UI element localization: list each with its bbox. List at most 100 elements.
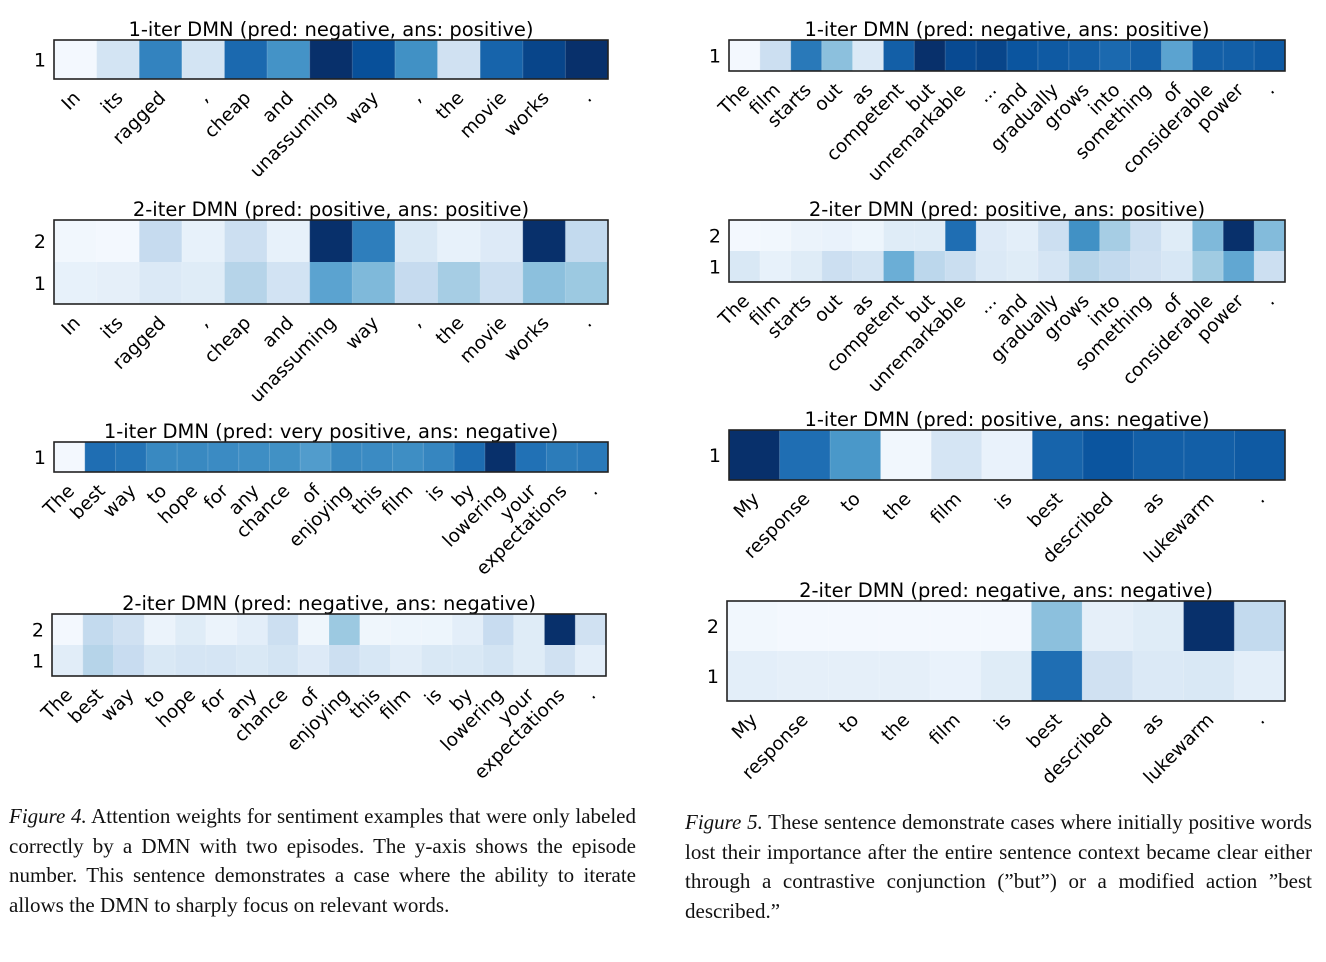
heatmap-frame [53,39,609,80]
heatmap-cell [880,430,932,481]
y-tick-label: 1 [709,445,721,467]
x-tick-label: , [407,313,426,332]
x-tick-label: this [348,481,387,520]
heatmap-svg: 1-iter DMN (pred: very positive, ans: ne… [34,420,609,580]
heatmap-cell [359,614,392,646]
heatmap-cell [1037,251,1070,283]
heatmap-cell [777,601,829,652]
heatmap-cell [830,430,882,481]
y-tick-label: 1 [709,46,721,68]
heatmap-svg: 2-iter DMN (pred: positive, ans: positiv… [34,198,609,407]
heatmap-cell [267,40,311,80]
heatmap-cell [879,601,931,652]
heatmap-cell [177,442,209,473]
x-tick-label: . [1260,80,1279,99]
heatmap-cell [205,614,238,646]
heatmap-cell [929,651,982,702]
heatmap-cell [852,220,884,252]
heatmap-svg: 1-iter DMN (pred: negative, ans: positiv… [34,18,609,182]
x-tick-label: My [728,710,762,744]
x-tick-label: to [837,489,865,517]
y-tick-label: 1 [34,50,46,72]
x-tick-label: out [810,291,846,327]
y-tick-label: 1 [34,273,46,295]
heatmap-cell [300,442,332,473]
heatmap-cell [1234,430,1286,481]
heatmap-cell [394,40,439,80]
x-tick-label: the [878,710,914,746]
heatmap-cell [329,645,361,677]
heatmap-cell [1130,40,1162,72]
heatmap-cell [759,251,792,283]
heatmap-cell [437,40,481,80]
heatmap-cell [52,614,84,646]
heatmap-cell [1254,251,1286,283]
heatmap-cell [82,614,115,646]
heatmap-cell [1068,40,1101,72]
heatmap-cell [1254,220,1286,252]
x-tick-label: film [925,710,964,749]
heatmap-cell [267,220,311,263]
heatmap-cell [269,442,301,473]
x-tick-label: film [376,685,415,724]
heatmap-frame [726,600,1286,702]
y-tick-label: 2 [34,231,46,253]
heatmap-cell [821,220,854,252]
x-tick-label: . [581,685,600,704]
heatmap-cell [777,651,829,702]
heatmap-cell [54,442,86,473]
heatmap-cell [390,614,422,646]
fig4-heatmap-1-iter-b: 1-iter DMN (pred: very positive, ans: ne… [0,416,660,596]
x-tick-label: . [577,88,596,107]
figure-4-caption-text: Attention weights for sentiment examples… [9,804,636,917]
heatmap-cell [329,614,361,646]
heatmap-cell [883,40,915,72]
heatmap-cell [484,442,517,473]
figure-5-label: Figure 5. [685,810,763,834]
x-tick-label: , [194,313,213,332]
heatmap-svg: 1-iter DMN (pred: negative, ans: positiv… [709,18,1286,186]
heatmap-cell [236,645,268,677]
heatmap-cell [84,442,117,473]
heatmap-title: 1-iter DMN (pred: negative, ans: positiv… [804,18,1209,41]
fig5-heatmap-2-iter: 2-iter DMN (pred: positive, ans: positiv… [690,194,1326,397]
fig4-heatmap-1-iter: 1-iter DMN (pred: negative, ans: positiv… [0,14,660,194]
heatmap-cell [392,442,424,473]
x-tick-label: The [714,291,754,331]
heatmap-cell [515,442,547,473]
x-tick-label: The [714,80,754,120]
heatmap-cell [452,645,484,677]
x-tick-label: works [500,313,553,366]
heatmap-cell [759,40,792,72]
heatmap-title: 2-iter DMN (pred: positive, ans: positiv… [809,198,1205,221]
heatmap-cell [175,645,207,677]
x-tick-label: the [879,489,915,525]
heatmap-cell [82,645,115,677]
heatmap-cell [1161,40,1193,72]
heatmap-cell [267,262,311,305]
x-tick-label: . [1260,291,1279,310]
heatmap-cell [352,40,396,80]
heatmap-cell [879,651,931,702]
heatmap-cell [1099,220,1132,252]
heatmap-cell [828,601,880,652]
y-tick-label: 1 [32,651,44,673]
x-tick-label: its [97,88,127,118]
fig4-heatmap-2-iter: 2-iter DMN (pred: positive, ans: positiv… [0,194,660,407]
heatmap-cell [482,645,515,677]
heatmap-cell [522,262,566,305]
heatmap-cell [575,614,607,646]
heatmap-cell [181,220,225,263]
heatmap-cell [1192,220,1224,252]
heatmap-cell [54,262,98,305]
x-tick-label: . [1250,710,1269,729]
heatmap-cell [309,40,353,80]
heatmap-cell [980,651,1032,702]
heatmap-cell [931,430,983,481]
heatmap-cell [976,220,1008,252]
heatmap-cell [421,614,453,646]
y-tick-label: 2 [709,226,721,248]
heatmap-cell [394,262,439,305]
heatmap-cell [1007,251,1039,283]
heatmap-cell [727,601,779,652]
